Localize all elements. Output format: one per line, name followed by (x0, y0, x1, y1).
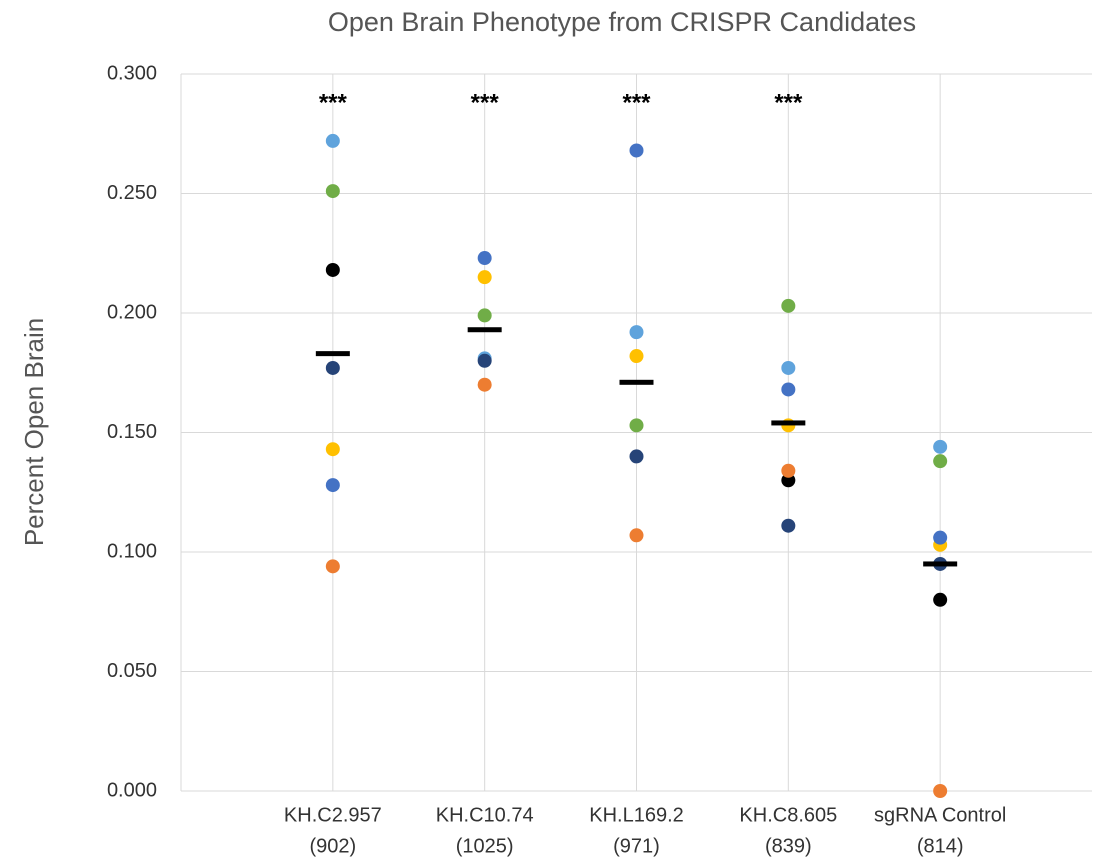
y-tick-label: 0.150 (107, 421, 157, 443)
x-tick-count: (902) (309, 835, 356, 857)
data-point (477, 308, 492, 323)
chart-title: Open Brain Phenotype from CRISPR Candida… (328, 7, 916, 37)
data-point (325, 184, 340, 199)
data-point (629, 143, 644, 158)
y-tick-label: 0.000 (107, 779, 157, 801)
x-tick-count: (971) (613, 835, 660, 857)
data-point (477, 377, 492, 392)
data-point (325, 559, 340, 574)
data-point (933, 530, 948, 545)
x-tick-label: KH.C8.605 (739, 804, 837, 826)
x-tick-count: (839) (765, 835, 812, 857)
y-axis-label: Percent Open Brain (19, 318, 49, 546)
data-point (933, 439, 948, 454)
data-point (933, 784, 948, 798)
data-point (477, 251, 492, 266)
data-point (933, 592, 948, 607)
x-tick-label: sgRNA Control (874, 804, 1006, 826)
data-point (933, 454, 948, 469)
data-point (477, 270, 492, 285)
significance: *** (774, 89, 803, 116)
y-tick-label: 0.200 (107, 301, 157, 323)
x-tick-count: (814) (917, 835, 964, 857)
significance: *** (471, 89, 500, 116)
data-point (325, 262, 340, 277)
x-tick-count: (1025) (456, 835, 514, 857)
x-tick-label: KH.C2.957 (284, 804, 382, 826)
mean-bar (923, 561, 958, 567)
data-point (325, 133, 340, 148)
data-point (629, 349, 644, 364)
y-tick-label: 0.100 (107, 540, 157, 562)
mean-bar (619, 379, 654, 385)
data-point (477, 353, 492, 368)
data-point (781, 463, 796, 478)
mean-bar (771, 420, 806, 426)
x-tick-label: KH.L169.2 (589, 804, 684, 826)
data-point (781, 298, 796, 313)
data-point (325, 442, 340, 457)
data-point (325, 478, 340, 493)
data-point (629, 325, 644, 340)
y-tick-label: 0.050 (107, 660, 157, 682)
mean-bar (467, 327, 502, 333)
data-point (781, 518, 796, 533)
mean-bar (315, 351, 350, 357)
y-tick-label: 0.250 (107, 182, 157, 204)
x-tick-label: KH.C10.74 (436, 804, 534, 826)
significance: *** (622, 89, 651, 116)
data-point (629, 528, 644, 543)
data-point (781, 382, 796, 397)
significance: *** (319, 89, 348, 116)
data-point (629, 449, 644, 464)
data-point (629, 418, 644, 433)
data-point (325, 360, 340, 375)
y-tick-label: 0.300 (107, 62, 157, 84)
data-point (781, 360, 796, 375)
